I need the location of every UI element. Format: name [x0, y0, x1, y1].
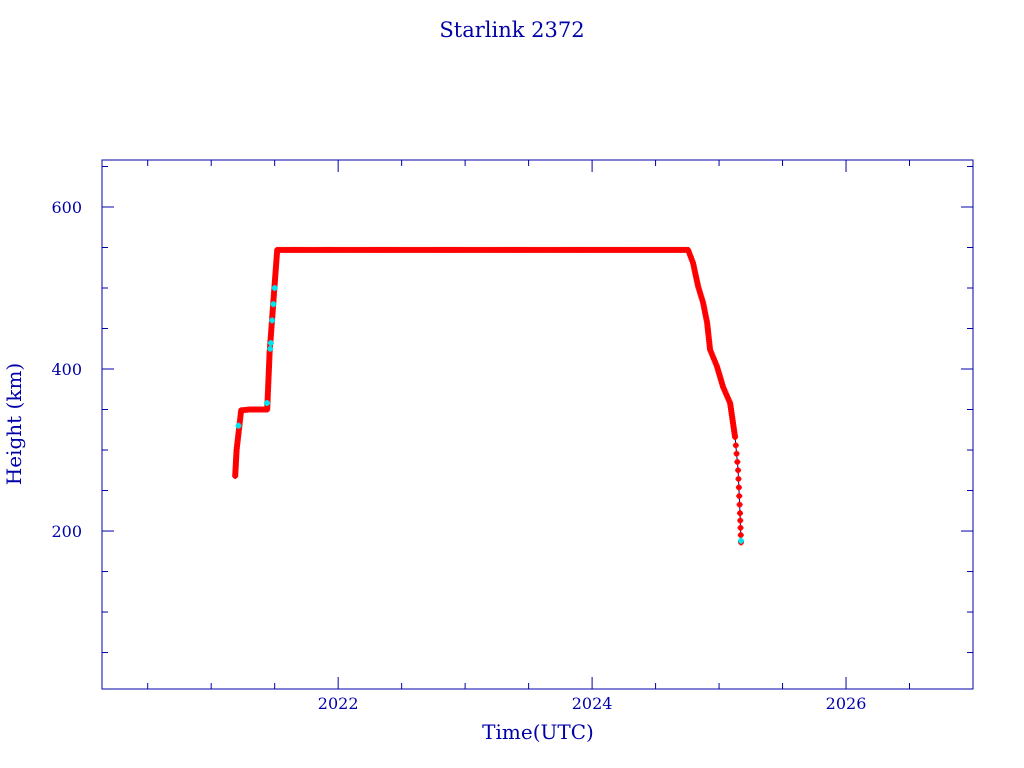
- marker-stroke: [736, 484, 742, 490]
- chart-title: Starlink 2372: [439, 18, 584, 42]
- data-points: [232, 246, 745, 546]
- marker-stroke: [267, 346, 273, 352]
- marker-stroke: [235, 423, 242, 429]
- y-tick-label: 600: [51, 198, 82, 217]
- highlight-point: [270, 301, 277, 308]
- marker-stroke: [732, 434, 738, 440]
- marker-stroke: [738, 532, 744, 538]
- x-axis-label: Time(UTC): [482, 720, 594, 744]
- series-line: [234, 249, 742, 543]
- marker-stroke: [738, 538, 744, 544]
- marker-stroke: [264, 400, 270, 406]
- data-point: [732, 434, 739, 441]
- marker-stroke: [269, 317, 275, 323]
- x-tick-label: 2022: [318, 694, 359, 713]
- data-point: [736, 493, 743, 500]
- y-tick-label: 400: [51, 360, 82, 379]
- y-tick-labels: 200 400 600: [51, 198, 82, 541]
- data-point: [737, 532, 744, 539]
- marker-stroke: [270, 301, 276, 307]
- x-tick-label: 2024: [572, 694, 613, 713]
- highlight-point: [235, 422, 242, 429]
- marker-stroke: [737, 517, 743, 524]
- marker-stroke: [737, 525, 744, 531]
- marker-stroke: [734, 459, 740, 465]
- data-point: [732, 442, 739, 449]
- data-point: [734, 458, 741, 465]
- plot-frame: [101, 159, 974, 690]
- marker-stroke: [735, 476, 742, 482]
- data-point: [737, 524, 744, 531]
- x-tick-label: 2026: [826, 694, 867, 713]
- data-point: [733, 450, 740, 457]
- data-point: [736, 501, 743, 508]
- data-point: [735, 475, 742, 482]
- y-axis-label: Height (km): [2, 363, 26, 485]
- marker-stroke: [736, 493, 742, 499]
- highlight-point: [264, 400, 271, 407]
- highlight-point: [738, 537, 745, 544]
- highlight-point: [269, 317, 276, 324]
- marker-stroke: [733, 442, 739, 448]
- marker-stroke: [268, 340, 274, 346]
- highlight-point: [267, 340, 274, 347]
- marker-stroke: [737, 510, 743, 516]
- data-point: [735, 484, 742, 491]
- data-point: [737, 510, 744, 517]
- highlight-point: [267, 345, 274, 352]
- y-tick-label: 200: [51, 522, 82, 541]
- data-point: [735, 467, 742, 474]
- marker-stroke: [734, 451, 740, 457]
- marker-stroke: [737, 502, 743, 508]
- axis-ticks: [102, 160, 974, 689]
- x-tick-labels: 2022 2024 2026: [318, 694, 867, 713]
- data-point: [737, 517, 744, 524]
- highlight-point: [271, 284, 278, 291]
- marker-stroke: [272, 285, 278, 291]
- marker-stroke: [735, 467, 741, 473]
